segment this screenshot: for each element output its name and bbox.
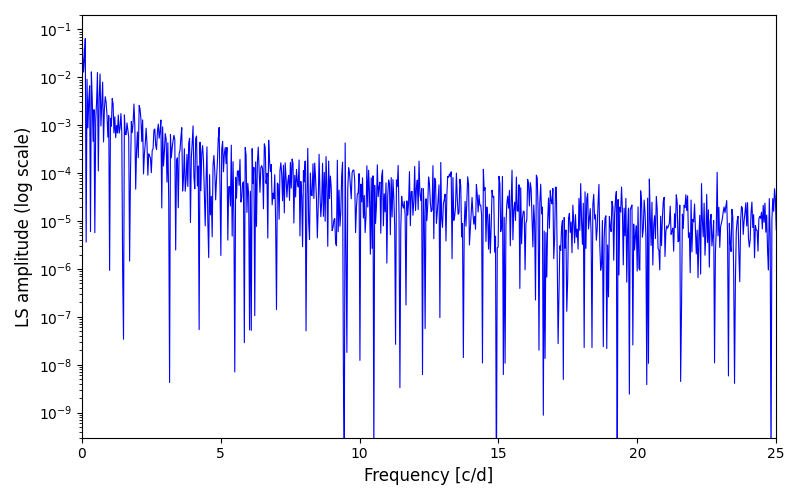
X-axis label: Frequency [c/d]: Frequency [c/d]	[364, 467, 494, 485]
Y-axis label: LS amplitude (log scale): LS amplitude (log scale)	[15, 126, 33, 326]
